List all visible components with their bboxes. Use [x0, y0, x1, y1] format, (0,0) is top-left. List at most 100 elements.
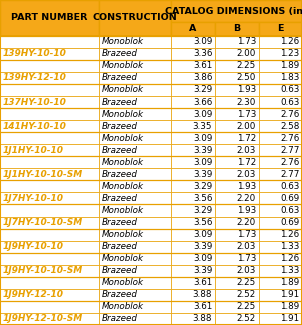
Text: 1.73: 1.73: [237, 110, 256, 119]
Text: 1.73: 1.73: [237, 254, 256, 263]
Bar: [99, 216, 171, 228]
Text: Monoblok: Monoblok: [101, 303, 143, 311]
Text: 3.39: 3.39: [193, 242, 212, 251]
Bar: [171, 192, 215, 204]
Bar: [99, 168, 171, 180]
Text: 3.61: 3.61: [193, 61, 212, 71]
Bar: [99, 84, 171, 96]
Text: 1.26: 1.26: [281, 37, 300, 46]
Text: 1J1HY-10-10-SM: 1J1HY-10-10-SM: [2, 170, 83, 179]
Text: Brazeed: Brazeed: [101, 266, 137, 275]
Bar: [171, 84, 215, 96]
Bar: [99, 192, 171, 204]
Text: 3.09: 3.09: [193, 230, 212, 239]
Bar: [0, 192, 99, 204]
Text: 3.09: 3.09: [193, 134, 212, 143]
Text: A: A: [189, 24, 197, 33]
Bar: [259, 253, 302, 265]
Text: 1.26: 1.26: [281, 230, 300, 239]
Text: 1J7HY-10-10-SM: 1J7HY-10-10-SM: [2, 218, 83, 227]
Bar: [215, 204, 259, 216]
Bar: [0, 301, 99, 313]
Text: 2.25: 2.25: [237, 278, 256, 287]
Text: Brazeed: Brazeed: [101, 170, 137, 179]
Bar: [0, 144, 99, 156]
Text: Brazeed: Brazeed: [101, 146, 137, 155]
Bar: [171, 48, 215, 60]
Bar: [99, 240, 171, 253]
Text: 2.77: 2.77: [280, 146, 300, 155]
Bar: [215, 132, 259, 144]
Text: 3.61: 3.61: [193, 278, 212, 287]
Text: 3.09: 3.09: [193, 37, 212, 46]
Text: 2.76: 2.76: [280, 110, 300, 119]
Bar: [259, 144, 302, 156]
Bar: [0, 313, 99, 325]
Bar: [171, 216, 215, 228]
Bar: [259, 72, 302, 84]
Bar: [259, 96, 302, 108]
Text: 3.56: 3.56: [193, 218, 212, 227]
Bar: [259, 277, 302, 289]
Bar: [0, 36, 99, 48]
Text: 1.93: 1.93: [237, 182, 256, 191]
Text: 1.26: 1.26: [281, 254, 300, 263]
Text: 1.83: 1.83: [280, 73, 300, 83]
Bar: [171, 144, 215, 156]
Text: 1.72: 1.72: [237, 158, 256, 167]
Bar: [215, 108, 259, 120]
Bar: [0, 253, 99, 265]
Text: 141HY-10-10: 141HY-10-10: [2, 122, 66, 131]
Bar: [0, 180, 99, 192]
Text: 2.52: 2.52: [237, 290, 256, 299]
Bar: [215, 313, 259, 325]
Bar: [259, 301, 302, 313]
Text: 2.03: 2.03: [237, 146, 256, 155]
Bar: [0, 216, 99, 228]
Bar: [99, 265, 171, 277]
Text: Brazeed: Brazeed: [101, 73, 137, 83]
Text: 0.63: 0.63: [280, 206, 300, 215]
Bar: [99, 301, 171, 313]
Bar: [259, 228, 302, 240]
Bar: [0, 48, 99, 60]
Bar: [215, 48, 259, 60]
Text: 2.30: 2.30: [237, 98, 256, 107]
Bar: [215, 72, 259, 84]
Bar: [215, 180, 259, 192]
Text: 2.76: 2.76: [280, 158, 300, 167]
Text: 3.36: 3.36: [193, 49, 212, 58]
Text: 3.35: 3.35: [193, 122, 212, 131]
Text: 1.89: 1.89: [280, 278, 300, 287]
Text: 3.88: 3.88: [193, 315, 212, 323]
Bar: [215, 36, 259, 48]
Text: 1J9HY-10-10: 1J9HY-10-10: [2, 242, 63, 251]
Text: 1.23: 1.23: [280, 49, 300, 58]
Text: Brazeed: Brazeed: [101, 98, 137, 107]
Text: 3.09: 3.09: [193, 254, 212, 263]
Text: 3.88: 3.88: [193, 290, 212, 299]
Text: 2.76: 2.76: [280, 134, 300, 143]
Bar: [259, 120, 302, 132]
Bar: [171, 277, 215, 289]
Bar: [171, 0, 302, 22]
Text: CONSTRUCTION: CONSTRUCTION: [93, 13, 177, 22]
Bar: [259, 265, 302, 277]
Bar: [259, 168, 302, 180]
Bar: [0, 204, 99, 216]
Bar: [259, 216, 302, 228]
Bar: [171, 240, 215, 253]
Text: Brazeed: Brazeed: [101, 290, 137, 299]
Text: Brazeed: Brazeed: [101, 194, 137, 203]
Text: Brazeed: Brazeed: [101, 242, 137, 251]
Text: 3.29: 3.29: [193, 182, 212, 191]
Bar: [171, 253, 215, 265]
Bar: [215, 60, 259, 72]
Bar: [215, 228, 259, 240]
Bar: [171, 265, 215, 277]
Text: E: E: [277, 24, 284, 33]
Text: 0.63: 0.63: [280, 98, 300, 107]
Bar: [259, 192, 302, 204]
Bar: [171, 228, 215, 240]
Text: 3.86: 3.86: [193, 73, 212, 83]
